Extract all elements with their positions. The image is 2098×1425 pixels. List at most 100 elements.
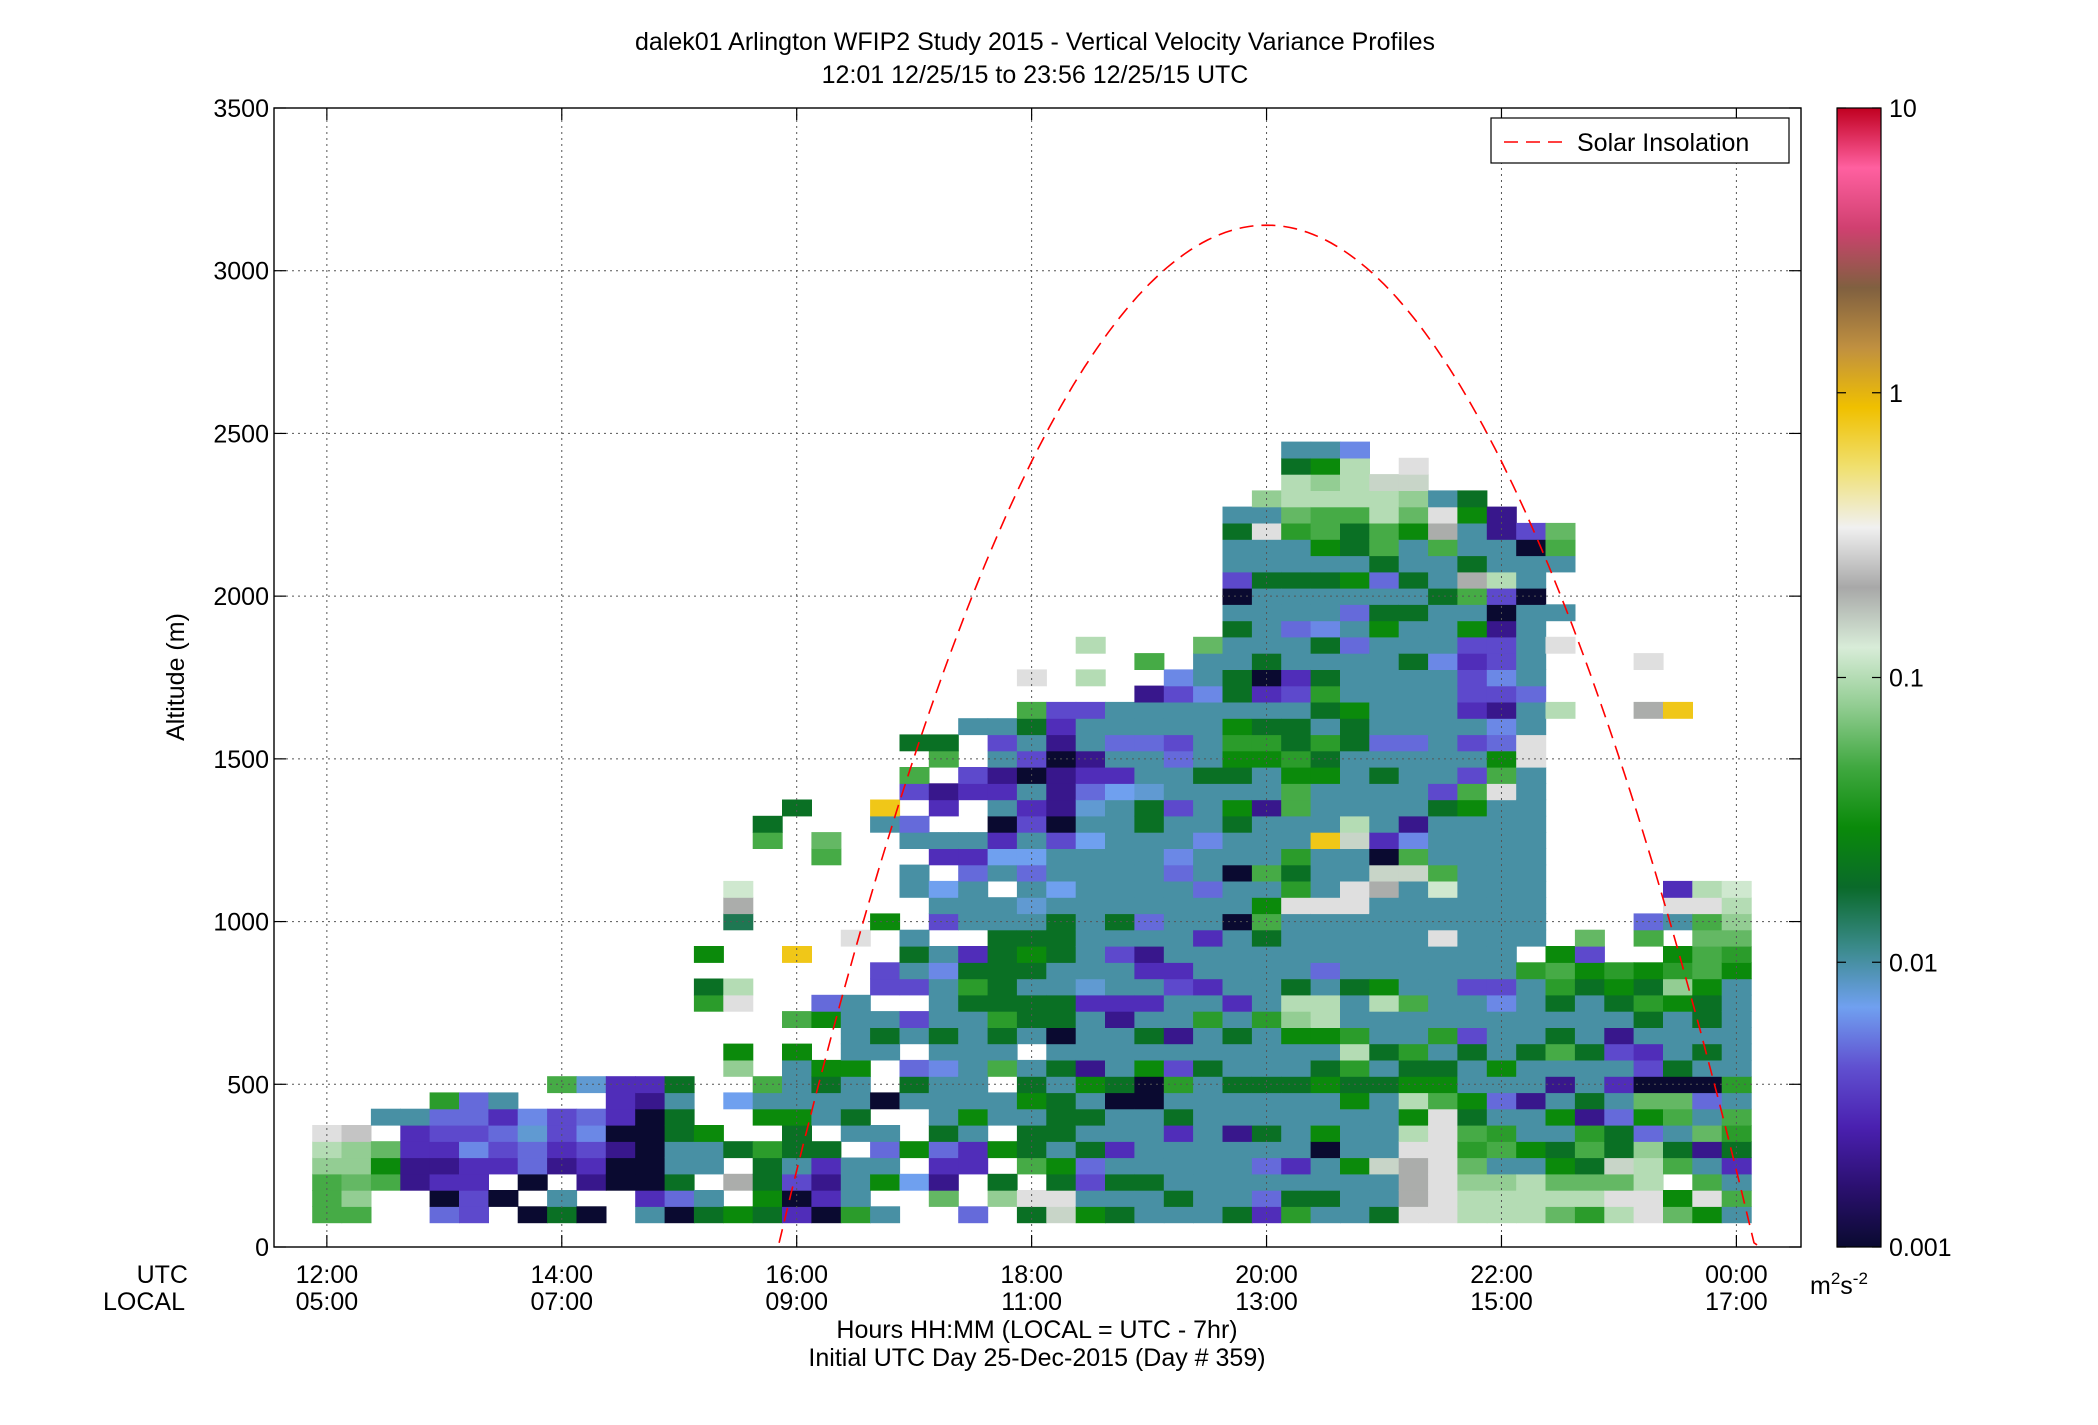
heatmap-cell <box>752 1190 783 1207</box>
heatmap-cell <box>1046 783 1077 801</box>
legend-box <box>1490 117 1790 164</box>
heatmap-cell <box>1516 1141 1547 1159</box>
heatmap-cell <box>723 1206 754 1224</box>
heatmap-cell <box>1251 1190 1282 1207</box>
heatmap-cell <box>1046 994 1077 1012</box>
heatmap-cell <box>1516 880 1547 898</box>
heatmap-cell <box>1663 1125 1693 1142</box>
heatmap-cell <box>664 1190 695 1207</box>
heatmap-cell <box>1398 799 1429 817</box>
heatmap-cell <box>1692 1141 1723 1159</box>
heatmap-cell <box>899 1011 930 1028</box>
heatmap-cell <box>605 1076 636 1094</box>
heatmap-cell <box>1574 1059 1605 1077</box>
heatmap-cell <box>1398 1043 1429 1061</box>
heatmap-cell <box>1075 897 1106 915</box>
heatmap-cell <box>987 1190 1018 1207</box>
heatmap-cell <box>1428 1108 1459 1126</box>
heatmap-cell <box>1222 734 1253 752</box>
heatmap-cell <box>429 1206 460 1224</box>
heatmap-cell <box>488 1108 519 1126</box>
heatmap-cell <box>1633 1190 1664 1207</box>
heatmap-cell <box>1516 1043 1547 1061</box>
heatmap-cell <box>1310 1190 1341 1207</box>
heatmap-cell <box>1222 1076 1253 1094</box>
heatmap-cell <box>1016 864 1047 882</box>
heatmap-cell <box>1340 441 1370 459</box>
heatmap-cell <box>1663 1059 1693 1077</box>
heatmap-cell <box>1251 620 1282 638</box>
heatmap-cell <box>1516 1190 1547 1207</box>
heatmap-cell <box>1134 701 1165 719</box>
heatmap-cell <box>1134 1141 1165 1159</box>
heatmap-cell <box>1105 1206 1135 1224</box>
heatmap-cell <box>987 1027 1018 1045</box>
heatmap-cell <box>1163 913 1194 931</box>
heatmap-cell <box>1545 946 1576 963</box>
heatmap-cell <box>1369 767 1400 784</box>
heatmap-cell <box>987 799 1018 817</box>
heatmap-cell <box>1105 848 1135 866</box>
heatmap-cell <box>1428 962 1459 980</box>
heatmap-cell <box>1193 897 1224 915</box>
heatmap-cell <box>1222 1108 1253 1126</box>
heatmap-cell <box>1516 669 1547 687</box>
heatmap-cell <box>1310 962 1341 980</box>
heatmap-cell <box>1075 1173 1106 1191</box>
heatmap-cell <box>1457 1027 1488 1045</box>
heatmap-cell <box>370 1141 401 1159</box>
heatmap-cell <box>1281 701 1312 719</box>
heatmap-cell <box>1604 1206 1635 1224</box>
heatmap-cell <box>1281 490 1312 508</box>
heatmap-cell <box>870 978 901 996</box>
heatmap-cell <box>1486 522 1517 540</box>
heatmap-cell <box>1545 1059 1576 1077</box>
heatmap-cell <box>1105 929 1135 947</box>
heatmap-cell <box>987 718 1018 736</box>
heatmap-cell <box>958 767 989 784</box>
heatmap-cell <box>1457 913 1488 931</box>
heatmap-cell <box>1310 1011 1341 1028</box>
heatmap-cell <box>987 897 1018 915</box>
heatmap-cell <box>1604 1043 1635 1061</box>
heatmap-cell <box>1369 555 1400 573</box>
heatmap-cell <box>1486 815 1517 833</box>
heatmap-cell <box>1516 848 1547 866</box>
heatmap-cell <box>1281 978 1312 996</box>
heatmap-cell <box>1163 734 1194 752</box>
heatmap-cell <box>811 1157 842 1175</box>
heatmap-cell <box>1692 1076 1723 1094</box>
colorbar-tick-label: 0.001 <box>1889 1234 1952 1262</box>
heatmap-cell <box>958 880 989 898</box>
heatmap-cell <box>1340 669 1370 687</box>
heatmap-cell <box>1398 718 1429 736</box>
heatmap-cell <box>1193 636 1224 654</box>
heatmap-cell <box>547 1190 578 1207</box>
heatmap-cell <box>1281 555 1312 573</box>
heatmap-cell <box>1222 1206 1253 1224</box>
heatmap-cell <box>664 1173 695 1191</box>
heatmap-cell <box>1105 1108 1135 1126</box>
heatmap-cell <box>987 1108 1018 1126</box>
heatmap-cell <box>1046 946 1077 963</box>
heatmap-cell <box>1574 946 1605 963</box>
heatmap-cell <box>1398 1092 1429 1110</box>
heatmap-cell <box>1604 1157 1635 1175</box>
heatmap-cell <box>1134 929 1165 947</box>
heatmap-cell <box>693 1125 724 1142</box>
heatmap-cell <box>1486 864 1517 882</box>
heatmap-cell <box>1134 1157 1165 1175</box>
heatmap-cell <box>1428 815 1459 833</box>
colorbar-units: m2s-2 <box>1810 1269 1868 1300</box>
heatmap-cell <box>1340 490 1370 508</box>
heatmap-cell <box>1222 1043 1253 1061</box>
heatmap-cell <box>811 994 842 1012</box>
heatmap-cell <box>1486 636 1517 654</box>
heatmap-cell <box>1340 457 1370 475</box>
heatmap-cell <box>459 1190 489 1207</box>
heatmap-cell <box>1369 832 1400 849</box>
heatmap-cell <box>958 946 989 963</box>
heatmap-cell <box>1721 1141 1752 1159</box>
heatmap-cell <box>693 1141 724 1159</box>
heatmap-cell <box>1046 962 1077 980</box>
